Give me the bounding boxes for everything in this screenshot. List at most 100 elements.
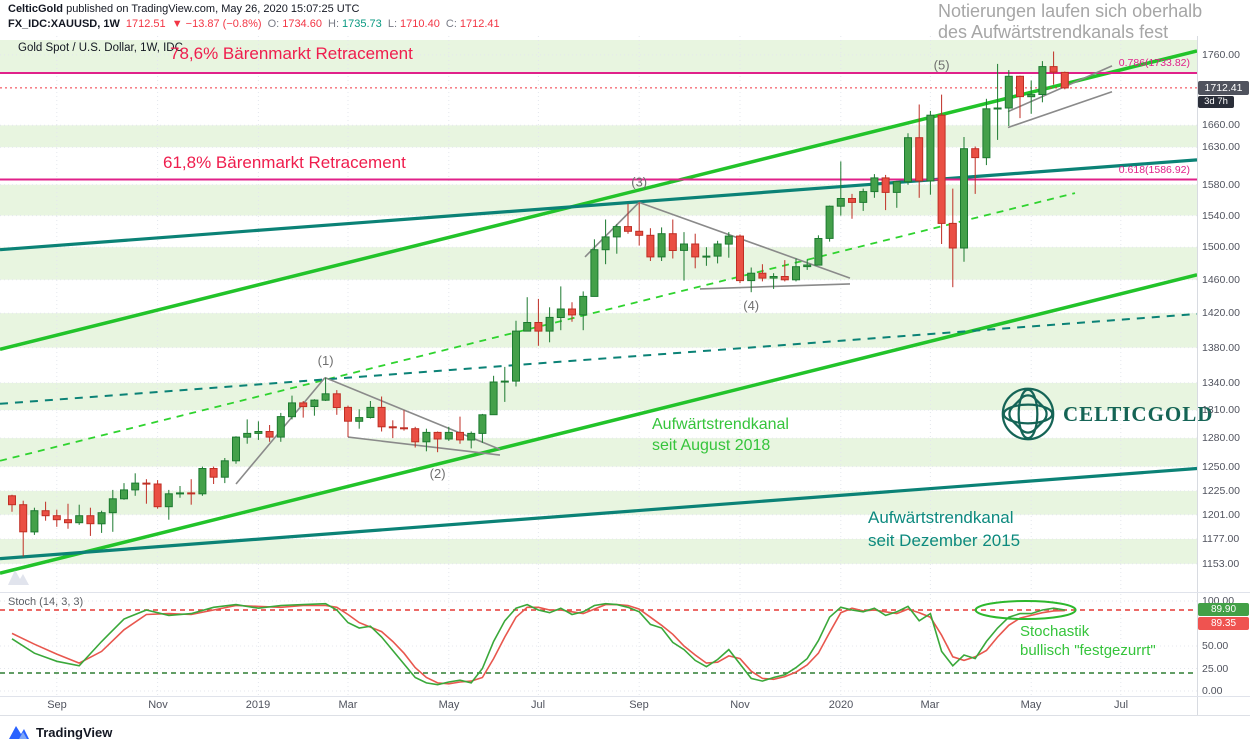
- candle: [344, 405, 352, 438]
- stochastic-indicator-label[interactable]: Stoch (14, 3, 3): [8, 596, 84, 608]
- candle: [747, 267, 756, 293]
- teal-channel-mid: [0, 313, 1197, 405]
- wave-label: (1): [318, 353, 334, 368]
- price-tick-label: 1153.00: [1202, 558, 1240, 570]
- high-label: H:: [328, 18, 340, 30]
- candle: [388, 420, 397, 439]
- tradingview-watermark-icon: [8, 570, 29, 585]
- price-tick-label: 1310.00: [1202, 404, 1240, 416]
- candle: [635, 202, 644, 246]
- close-label: C:: [445, 18, 457, 30]
- green-channel-annotation: Aufwärtstrendkanal seit August 2018: [652, 414, 789, 456]
- candle: [993, 63, 1002, 140]
- price-band: [0, 313, 1197, 348]
- candle: [220, 458, 229, 484]
- time-tick-label: 2019: [245, 699, 271, 711]
- candle: [736, 234, 744, 284]
- candle: [209, 466, 218, 484]
- price-tick-label: 1460.00: [1202, 274, 1240, 286]
- current-price-badge: 1712.41: [1198, 81, 1249, 95]
- time-axis[interactable]: Sep Nov 2019 Mar May Jul Sep Nov 2020 Mar May Jul: [0, 696, 1197, 715]
- time-axis-separator: [0, 696, 1250, 697]
- candle: [75, 504, 84, 525]
- candle: [86, 507, 95, 536]
- stoch-note-line1: Stochastik: [1020, 623, 1090, 640]
- wave-label: (2): [430, 466, 446, 481]
- price-tick-label: 1177.00: [1202, 533, 1240, 545]
- stoch-note-line2: bullisch "festgezurrt": [1020, 642, 1156, 659]
- stoch-k-badge: 89.90: [1198, 603, 1249, 616]
- celticgold-logo-text: CELTICGOLD: [1063, 401, 1214, 426]
- bar-countdown-badge: 3d 7h: [1198, 96, 1234, 108]
- candle: [254, 421, 263, 440]
- candle: [590, 239, 599, 297]
- candle: [310, 399, 319, 416]
- candle: [142, 479, 151, 504]
- symbol-title[interactable]: FX_IDC:XAUUSD, 1W: [8, 18, 120, 30]
- candle: [265, 425, 274, 442]
- teal-channel-line1: Aufwärtstrendkanal: [868, 508, 1014, 527]
- candle: [444, 426, 453, 441]
- candle: [131, 473, 140, 496]
- chart-legend[interactable]: Gold Spot / U.S. Dollar, 1W, IDC: [18, 42, 183, 54]
- candle: [187, 479, 196, 505]
- stoch-d-badge: 89.35: [1198, 617, 1249, 630]
- candle: [64, 503, 72, 529]
- price-tick-label: 1660.00: [1202, 119, 1240, 131]
- candle: [299, 401, 308, 418]
- candle: [153, 480, 162, 509]
- candle: [243, 419, 252, 444]
- stoch-k-line: [11, 602, 1065, 686]
- candle: [803, 259, 812, 270]
- candle: [8, 494, 16, 512]
- pane-separator[interactable]: [0, 592, 1250, 593]
- time-tick-label: May: [1020, 699, 1042, 711]
- price-tick-label: 1250.00: [1202, 461, 1240, 473]
- stoch-tick-label: 50.00: [1202, 640, 1229, 652]
- candle: [825, 205, 834, 242]
- close-value: 1712.41: [459, 18, 500, 30]
- tradingview-brand[interactable]: TradingView: [8, 723, 112, 741]
- tradingview-brand-text: TradingView: [36, 724, 113, 740]
- candle: [545, 307, 554, 343]
- time-tick-label: Nov: [730, 699, 750, 711]
- time-tick-label: Sep: [629, 699, 649, 711]
- candle: [478, 413, 487, 443]
- fib-786-level-label: 0.786(1733.82): [1118, 57, 1190, 69]
- stochastic-pane[interactable]: [0, 594, 1197, 696]
- candle: [646, 228, 655, 261]
- candle: [164, 489, 173, 520]
- candle: [982, 98, 991, 166]
- teal-channel-annotation: Aufwärtstrendkanal seit Dezember 2015: [868, 506, 1020, 552]
- candle: [411, 426, 420, 448]
- pattern-line: [699, 283, 851, 290]
- price-tick-label: 1380.00: [1202, 342, 1240, 354]
- candle: [41, 501, 50, 521]
- price-band: [0, 438, 1197, 467]
- candle: [198, 466, 207, 496]
- candle: [377, 396, 386, 432]
- candle: [422, 428, 431, 452]
- candle: [814, 235, 823, 266]
- time-tick-label: Jul: [530, 699, 546, 711]
- price-band: [0, 247, 1197, 280]
- candle: [1004, 70, 1013, 126]
- green-channel-lower: [0, 273, 1197, 575]
- low-value: 1710.40: [400, 18, 440, 30]
- candle: [332, 390, 341, 415]
- price-tick-label: 1280.00: [1202, 432, 1240, 444]
- candle: [534, 298, 543, 346]
- candle: [456, 416, 464, 444]
- last-price: 1712.51: [125, 18, 166, 30]
- candle: [960, 137, 968, 262]
- low-label: L:: [387, 18, 398, 30]
- open-value: 1734.60: [282, 18, 322, 30]
- candle: [467, 431, 476, 449]
- price-tick-label: 1201.00: [1202, 509, 1240, 521]
- candle: [680, 232, 688, 281]
- teal-channel-upper: [0, 158, 1197, 252]
- price-tick-label: 1580.00: [1202, 179, 1240, 191]
- candle: [523, 297, 532, 332]
- main-price-chart[interactable]: (1) (2) (3) (4) (5): [0, 36, 1197, 592]
